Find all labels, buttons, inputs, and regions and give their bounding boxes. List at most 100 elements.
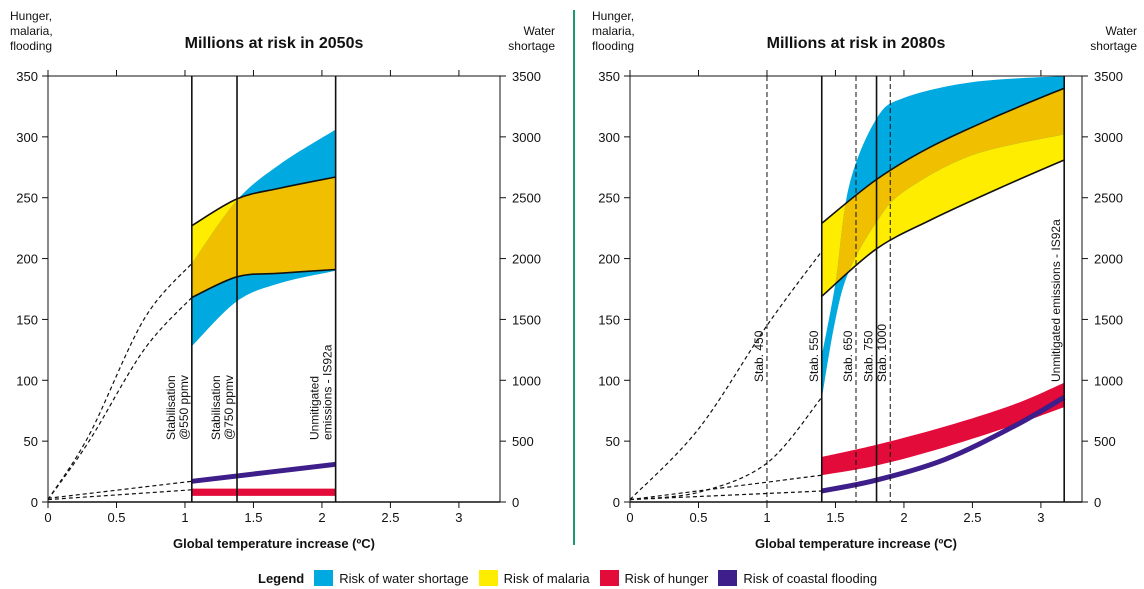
legend-item-malaria: Risk of malaria [475, 570, 590, 586]
chart-2050s-ytick-left-label-5: 250 [16, 191, 38, 206]
chart-2050s-scenario-label-2: Unmitigatedemissions - IS92a [308, 344, 335, 440]
chart-2080s-scenario-label-4: Stab. 1000 [875, 324, 889, 382]
chart-2080s-ytick-right-label-0: 0 [1094, 495, 1101, 510]
chart-2080s-water-band [821, 76, 1065, 399]
chart-2050s-xtick-label-6: 3 [455, 510, 462, 525]
chart-2080s-ytick-left-label-0: 0 [613, 495, 620, 510]
chart-2050s-ytick-left-label-6: 300 [16, 130, 38, 145]
chart-2050s-scenario-label-1: Stabilisation@750 ppmv [209, 375, 236, 440]
legend-swatch-malaria [478, 570, 498, 586]
chart-2080s-xtick-label-2: 1 [763, 510, 770, 525]
chart-2050s-x-label: Global temperature increase (ºC) [173, 536, 375, 551]
legend-label-hunger: Risk of hunger [624, 570, 709, 586]
chart-2080s-ytick-left-label-5: 250 [598, 191, 620, 206]
legend-swatch-hunger [599, 570, 619, 586]
chart-2080s-ytick-right-label-6: 3000 [1094, 130, 1123, 145]
chart-2080s-plot-area [821, 76, 1066, 494]
chart-2080s-hunger-band [821, 382, 1065, 476]
chart-2050s-ytick-left-label-1: 50 [24, 434, 38, 449]
chart-2050s-ytick-left-label-2: 100 [16, 373, 38, 388]
legend-label-malaria: Risk of malaria [503, 570, 590, 586]
legend-swatch-flooding [718, 570, 738, 586]
chart-2050s-ytick-right-label-7: 3500 [512, 69, 541, 84]
chart-2080s-extrapolation-2 [629, 474, 822, 501]
chart-2080s-ytick-left-label-2: 100 [598, 373, 620, 388]
legend: Legend Risk of water shortage Risk of ma… [258, 567, 883, 589]
legend-item-hunger: Risk of hunger [596, 570, 709, 586]
legend-label-water: Risk of water shortage [339, 570, 469, 586]
chart-2080s-y-label-right: Water shortage [1090, 24, 1137, 53]
chart-2080s-xtick-label-5: 2.5 [963, 510, 981, 525]
chart-2080s-scenario-label-2: Stab. 650 [841, 330, 855, 382]
chart-2080s-ytick-right-label-4: 2000 [1094, 252, 1123, 267]
chart-2050s-hunger-band [191, 488, 336, 496]
chart-2080s-xtick-label-6: 3 [1037, 510, 1044, 525]
chart-2050s-y-label-right: Water shortage [508, 24, 555, 53]
chart-2080s-scenario-label-3: Stab. 750 [862, 330, 876, 382]
chart-2080s-ytick-left-label-1: 50 [606, 434, 620, 449]
chart-2050s-xtick-label-1: 0.5 [107, 510, 125, 525]
chart-2050s-ytick-right-label-2: 1000 [512, 373, 541, 388]
chart-2050s-y-label-left: Hunger, malaria, flooding [10, 9, 53, 53]
chart-2080s-malaria-lower-line [821, 159, 1065, 297]
chart-2050s-title: Millions at risk in 2050s [185, 35, 364, 52]
chart-2050s-ytick-left-label-0: 0 [31, 495, 38, 510]
chart-2080s-scenario-label-5: Unmitigated emissions - IS92a [1049, 219, 1063, 382]
chart-2050s-xtick-label-3: 1.5 [244, 510, 262, 525]
chart-2080s-ytick-left-label-6: 300 [598, 130, 620, 145]
chart-2050s-ytick-right-label-3: 1500 [512, 312, 541, 327]
chart-2080s-scenario-label-0: Stab. 450 [752, 330, 766, 382]
legend-label-flooding: Risk of coastal flooding [743, 570, 878, 586]
chart-2050s-ytick-left-label-3: 150 [16, 312, 38, 327]
chart-2050s-scenario-label-0: Stabilisation@550 ppmv [164, 375, 191, 440]
chart-2080s-xtick-label-3: 1.5 [826, 510, 844, 525]
chart-2080s-ytick-right-label-3: 1500 [1094, 312, 1123, 327]
chart-2050s-ytick-left-label-4: 200 [16, 252, 38, 267]
chart-2080s-ytick-left-label-4: 200 [598, 252, 620, 267]
chart-2080s-scenario-label-1: Stab. 550 [807, 330, 821, 382]
legend-title: Legend [258, 570, 305, 586]
chart-2080s-ytick-right-label-7: 3500 [1094, 69, 1123, 84]
chart-2080s-xtick-label-0: 0 [626, 510, 633, 525]
chart-2050s-xtick-label-0: 0 [44, 510, 51, 525]
chart-2050s-xtick-label-4: 2 [318, 510, 325, 525]
chart-2050s-ytick-right-label-6: 3000 [512, 130, 541, 145]
chart-2050s-ytick-left-label-7: 350 [16, 69, 38, 84]
chart-2080s-ytick-right-label-1: 500 [1094, 434, 1116, 449]
chart-2080s-title: Millions at risk in 2080s [767, 35, 946, 52]
legend-swatch-water [314, 570, 334, 586]
chart-2050s-extrapolation-0 [47, 263, 193, 500]
chart-2080s-xtick-label-1: 0.5 [689, 510, 707, 525]
chart-2050s-extrapolation-3 [47, 489, 192, 501]
chart-2050s-ytick-right-label-4: 2000 [512, 252, 541, 267]
legend-item-water: Risk of water shortage [310, 570, 469, 586]
chart-panel-2050s: Stabilisation@550 ppmv Stabilisation@750 … [10, 9, 555, 551]
chart-2080s-extrapolation-0 [629, 250, 823, 501]
chart-2080s-ytick-left-label-3: 150 [598, 312, 620, 327]
chart-2080s-x-label: Global temperature increase (ºC) [755, 536, 957, 551]
chart-2050s-flooding-line [191, 461, 336, 484]
chart-2080s-xtick-label-4: 2 [900, 510, 907, 525]
chart-2080s-extrapolation-3 [629, 490, 822, 501]
chart-2080s-y-label-left: Hunger, malaria, flooding [592, 9, 635, 53]
chart-2080s-ytick-right-label-2: 1000 [1094, 373, 1123, 388]
chart-2050s-malaria-lower-line [191, 268, 336, 299]
chart-2080s-extrapolation-1 [629, 396, 823, 501]
chart-canvas: Stabilisation@550 ppmv Stabilisation@750 … [10, 9, 1137, 551]
legend-item-flooding: Risk of coastal flooding [714, 570, 877, 586]
chart-2050s-frame [47, 75, 501, 503]
chart-2080s-flooding-line [821, 395, 1066, 494]
chart-panel-2080s: Stab. 450 Stab. 550 Stab. 650 Stab. 750 Stab… [592, 9, 1137, 551]
chart-2080s-malaria-upper-line [821, 87, 1065, 224]
chart-2080s-ytick-right-label-5: 2500 [1094, 191, 1123, 206]
chart-2050s-ytick-right-label-1: 500 [512, 434, 534, 449]
chart-2050s-malaria-upper-line [191, 176, 336, 227]
chart-2050s-ytick-right-label-5: 2500 [512, 191, 541, 206]
chart-2050s-xtick-label-5: 2.5 [381, 510, 399, 525]
chart-2050s-extrapolation-2 [47, 480, 192, 499]
chart-2050s-ytick-right-label-0: 0 [512, 495, 519, 510]
chart-2080s-ytick-left-label-7: 350 [598, 69, 620, 84]
chart-2050s-plot-area [191, 129, 336, 496]
chart-2050s-xtick-label-2: 1 [181, 510, 188, 525]
